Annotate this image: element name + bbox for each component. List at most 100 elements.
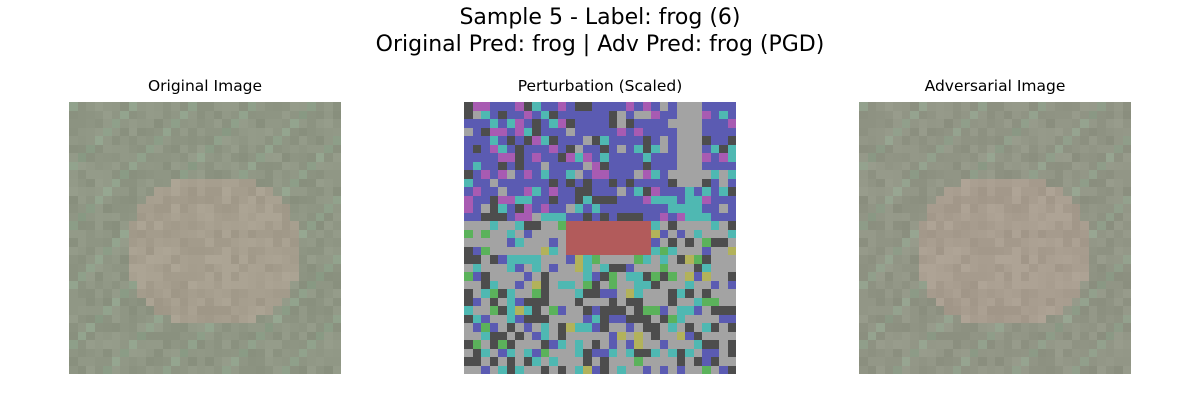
pixel (583, 153, 592, 162)
pixel (1037, 331, 1046, 340)
pixel (969, 263, 978, 272)
pixel (719, 127, 728, 136)
pixel (901, 119, 910, 128)
pixel (290, 127, 299, 136)
pixel (1122, 102, 1131, 111)
pixel (995, 161, 1004, 170)
pixel (171, 331, 180, 340)
pixel (256, 187, 265, 196)
pixel (591, 204, 600, 213)
pixel (154, 263, 163, 272)
pixel (995, 246, 1004, 255)
pixel (264, 102, 273, 111)
pixel (901, 348, 910, 357)
pixel (247, 212, 256, 221)
pixel (952, 272, 961, 281)
pixel (1114, 323, 1123, 332)
pixel (298, 314, 307, 323)
pixel (498, 119, 507, 128)
pixel (264, 289, 273, 298)
pixel (137, 255, 146, 264)
pixel (1029, 306, 1038, 315)
pixel (1012, 195, 1021, 204)
pixel (876, 297, 885, 306)
pixel (205, 280, 214, 289)
pixel (222, 212, 231, 221)
pixel (1054, 102, 1063, 111)
pixel (213, 263, 222, 272)
pixel (264, 212, 273, 221)
pixel (1037, 340, 1046, 349)
pixel (608, 246, 617, 255)
pixel (281, 229, 290, 238)
pixel (952, 331, 961, 340)
pixel (1012, 289, 1021, 298)
pixel (128, 161, 137, 170)
pixel (137, 306, 146, 315)
pixel (1003, 195, 1012, 204)
pixel (188, 119, 197, 128)
pixel (574, 229, 583, 238)
pixel (489, 119, 498, 128)
pixel (1037, 170, 1046, 179)
pixel (464, 365, 473, 374)
pixel (1012, 255, 1021, 264)
pixel (608, 153, 617, 162)
pixel (1003, 187, 1012, 196)
pixel (137, 229, 146, 238)
pixel (642, 161, 651, 170)
pixel (324, 161, 333, 170)
pixel (498, 110, 507, 119)
pixel (986, 331, 995, 340)
pixel (94, 238, 103, 247)
pixel (995, 297, 1004, 306)
pixel (298, 306, 307, 315)
pixel (727, 187, 736, 196)
pixel (693, 323, 702, 332)
pixel (532, 255, 541, 264)
pixel (154, 127, 163, 136)
pixel (969, 136, 978, 145)
pixel (256, 255, 265, 264)
pixel (489, 246, 498, 255)
pixel (600, 221, 609, 230)
pixel (685, 187, 694, 196)
pixel (557, 323, 566, 332)
pixel (642, 204, 651, 213)
pixel (574, 255, 583, 264)
pixel (685, 357, 694, 366)
pixel (1063, 246, 1072, 255)
pixel (103, 170, 112, 179)
pixel (145, 340, 154, 349)
pixel (719, 187, 728, 196)
pixel (1088, 365, 1097, 374)
pixel (710, 263, 719, 272)
pixel (264, 340, 273, 349)
pixel (506, 170, 515, 179)
pixel (600, 331, 609, 340)
pixel (481, 221, 490, 230)
pixel (179, 263, 188, 272)
pixel (273, 306, 282, 315)
pixel (69, 365, 78, 374)
pixel (710, 297, 719, 306)
pixel (481, 289, 490, 298)
pixel (489, 178, 498, 187)
pixel (1020, 110, 1029, 119)
pixel (867, 136, 876, 145)
pixel (256, 263, 265, 272)
pixel (77, 238, 86, 247)
pixel (859, 110, 868, 119)
pixel (986, 348, 995, 357)
pixel (481, 314, 490, 323)
pixel (1105, 153, 1114, 162)
pixel (1046, 221, 1055, 230)
pixel (574, 263, 583, 272)
pixel (1097, 153, 1106, 162)
pixel (94, 263, 103, 272)
pixel (1105, 365, 1114, 374)
pixel (273, 119, 282, 128)
pixel (111, 365, 120, 374)
pixel (103, 314, 112, 323)
pixel (918, 221, 927, 230)
